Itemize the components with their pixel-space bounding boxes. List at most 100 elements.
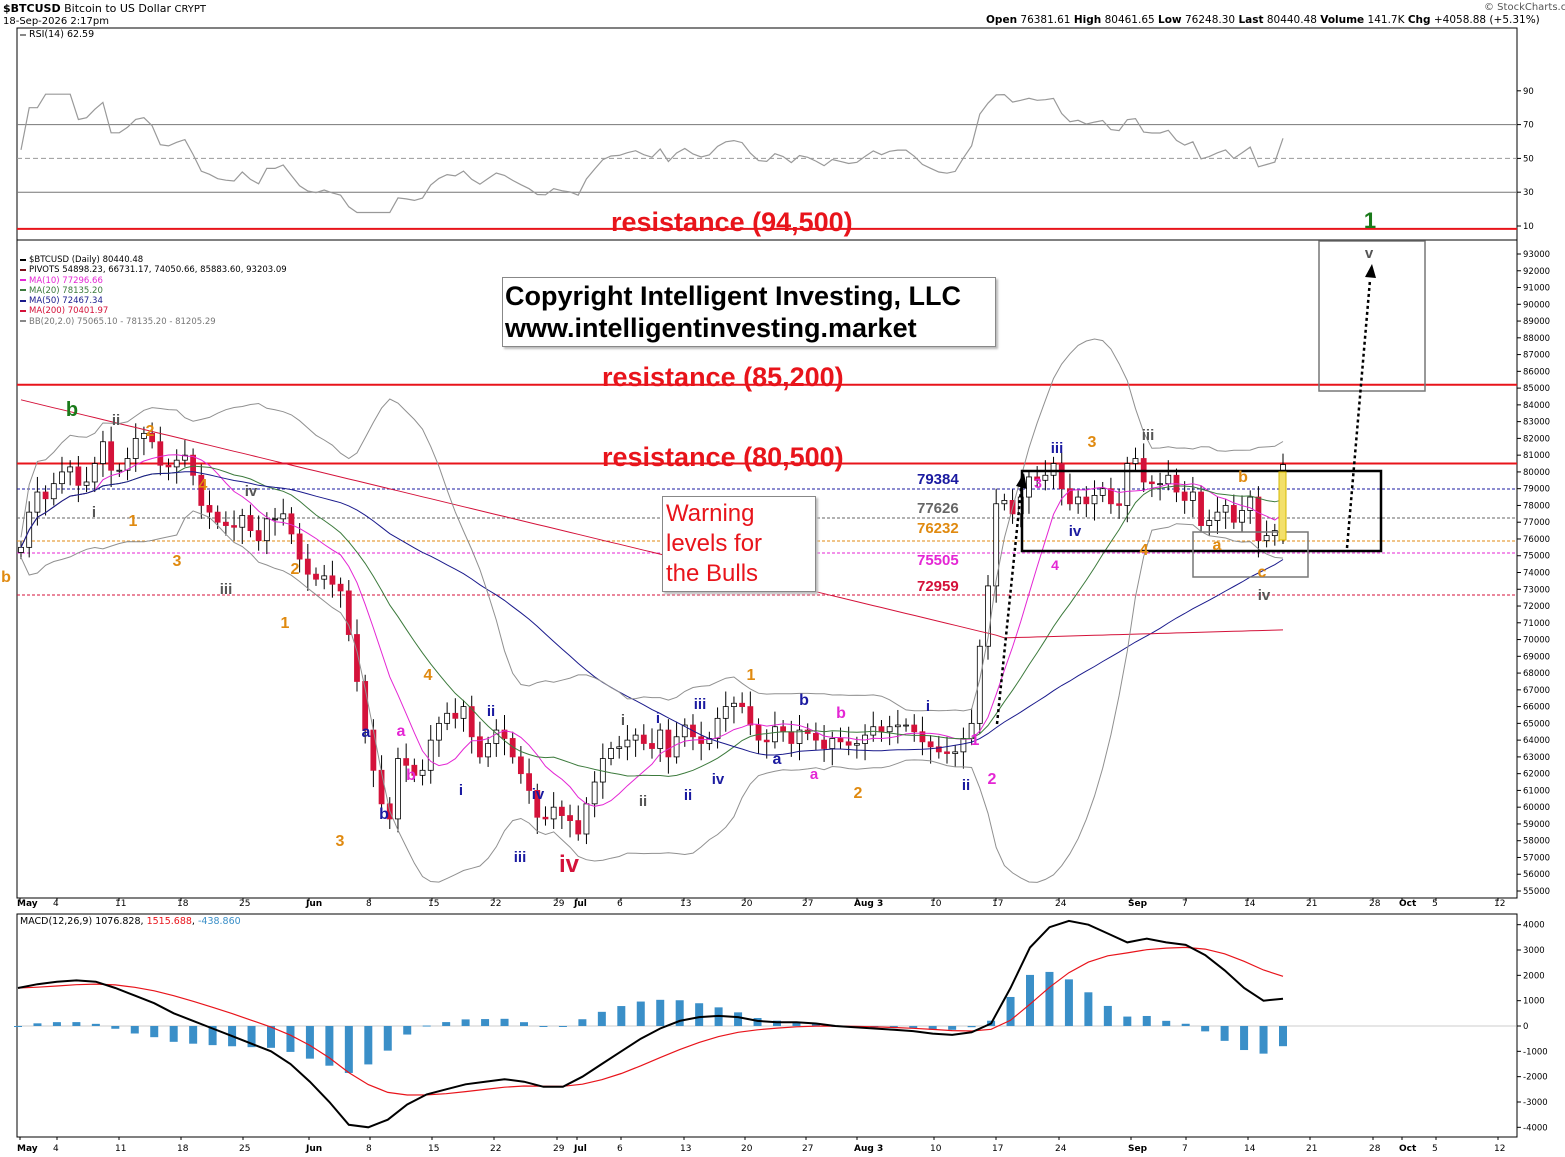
warning-level-label: 75505 [917,552,959,569]
macd-tick-label: -4000 [1523,1123,1548,1133]
candle-up [132,437,139,459]
warning-level-label: 79384 [917,471,959,488]
macd-hist-bar [734,1012,743,1026]
candle-down [763,739,770,743]
candle-down [231,525,237,528]
price-tick-label: 55000 [1523,887,1550,897]
candle-down [542,816,549,820]
macd-hist-bar [948,1026,957,1030]
macd-hist-bar [267,1026,275,1048]
candle-up [1214,511,1221,521]
macd-hist-bar [597,1011,606,1026]
price-tick-label: 82000 [1523,434,1550,444]
macd-hist-bar [578,1019,587,1026]
candle-down [1181,491,1188,501]
macd-tick-label: -3000 [1523,1098,1548,1108]
macd-hist-bar [1142,1015,1151,1026]
x-tick-label: Oct [1399,899,1417,909]
x-tick-label: 14 [1244,1144,1256,1154]
candle-up [993,503,1000,587]
candle-down [1198,491,1204,526]
candle-up [280,513,287,520]
candle-up [141,432,147,439]
ma200-line [20,399,1284,639]
rsi-tick-label: 30 [1523,188,1534,198]
macd-hist-bar [1240,1026,1249,1051]
price-tick-label: 72000 [1523,602,1550,612]
x-tick-label: 12 [1494,899,1505,909]
price-tick-label: 80000 [1523,468,1550,478]
candle-down [42,491,49,500]
macd-hist-bar [773,1020,781,1026]
wave-label: b [1238,469,1248,486]
x-tick-label: Aug 3 [854,899,883,909]
candle-up [624,739,631,748]
candle-up [1247,496,1254,511]
price-tick-label: 74000 [1523,569,1550,579]
wave-label: iv [532,786,545,803]
candle-down [739,702,746,708]
candle-down [665,729,672,758]
x-tick-label: 7 [1182,1144,1188,1154]
candle-up [1189,491,1196,501]
x-tick-label: 17 [992,899,1003,909]
macd-hist-bar [1162,1020,1171,1026]
price-tick-label: 90000 [1523,300,1550,310]
wave-label: iv [1258,587,1271,604]
x-tick-label: 28 [1369,1144,1381,1154]
candle-up [1001,500,1008,505]
candle-down [206,505,213,513]
macd-hist-bar [422,1025,431,1027]
candle-down [362,681,369,731]
rsi-tick-label: 50 [1523,154,1534,164]
wave-label: 1 [971,732,980,749]
wave-label: b [1,569,11,586]
price-tick-label: 83000 [1523,418,1550,428]
x-tick-label: 11 [115,1144,126,1154]
wave-iv-box [1192,531,1309,578]
price-tick-label: 63000 [1523,753,1550,763]
candle-up [616,746,623,749]
candle-down [222,521,229,526]
price-tick-label: 65000 [1523,719,1550,729]
macd-tick-label: 4000 [1523,921,1545,931]
warning-level-label: 77626 [917,500,959,517]
bb-upper-line [20,338,1284,712]
price-tick-label: 91000 [1523,284,1550,294]
candle-up [608,748,614,759]
macd-hist-bar [481,1019,490,1026]
candle-down [1230,505,1237,523]
warning-line-3: the Bulls [666,560,759,587]
candle-down [788,731,795,744]
candle-down [378,769,385,805]
price-tick-label: 93000 [1523,250,1550,260]
wave-label: 1 [129,513,138,530]
candle-down [149,432,156,443]
candle-down [837,738,844,743]
candle-up [485,743,492,758]
candle-down [640,734,647,744]
macd-hist-bar [792,1021,801,1026]
wave-label: iii [694,696,707,713]
candle-down [370,729,377,771]
wave-label: 3 [336,833,345,850]
candle-up [1099,488,1106,496]
candle-down [517,756,524,775]
candle-up [796,729,803,744]
legend-pivots: PIVOTS 54898.23, 66731.17, 74050.66, 858… [20,265,287,275]
x-tick-label: 6 [617,1144,623,1154]
candle-up [83,481,90,486]
x-tick-label: May [17,899,38,909]
candle-up [124,458,131,471]
chart-title: $BTCUSD Bitcoin to US Dollar CRYPT [3,2,207,15]
macd-hist-bar [1045,971,1054,1026]
warning-line-2: levels for [666,530,763,557]
x-tick-label: 28 [1369,899,1381,909]
candle-down [1108,488,1114,505]
candle-up [1271,530,1278,537]
candle-up [460,706,467,719]
x-tick-label: 12 [1494,1144,1505,1154]
price-tick-label: 77000 [1523,518,1550,528]
candle-down [345,590,352,635]
macd-hist-bar [1006,996,1015,1026]
